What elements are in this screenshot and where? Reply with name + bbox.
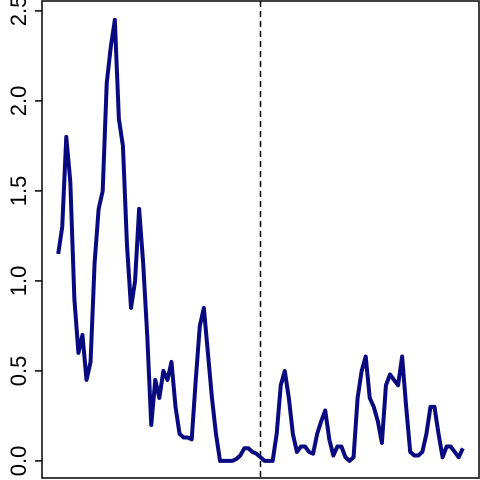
y-tick-label: 2.0 (6, 86, 31, 117)
data-line (56, 17, 465, 463)
y-tick-label: 1.0 (6, 266, 31, 297)
y-tick-label: 2.5 (6, 0, 31, 26)
y-tick-label: 0.0 (6, 446, 31, 477)
y-tick-label: 1.5 (6, 176, 31, 207)
y-tick-label: 0.5 (6, 356, 31, 387)
